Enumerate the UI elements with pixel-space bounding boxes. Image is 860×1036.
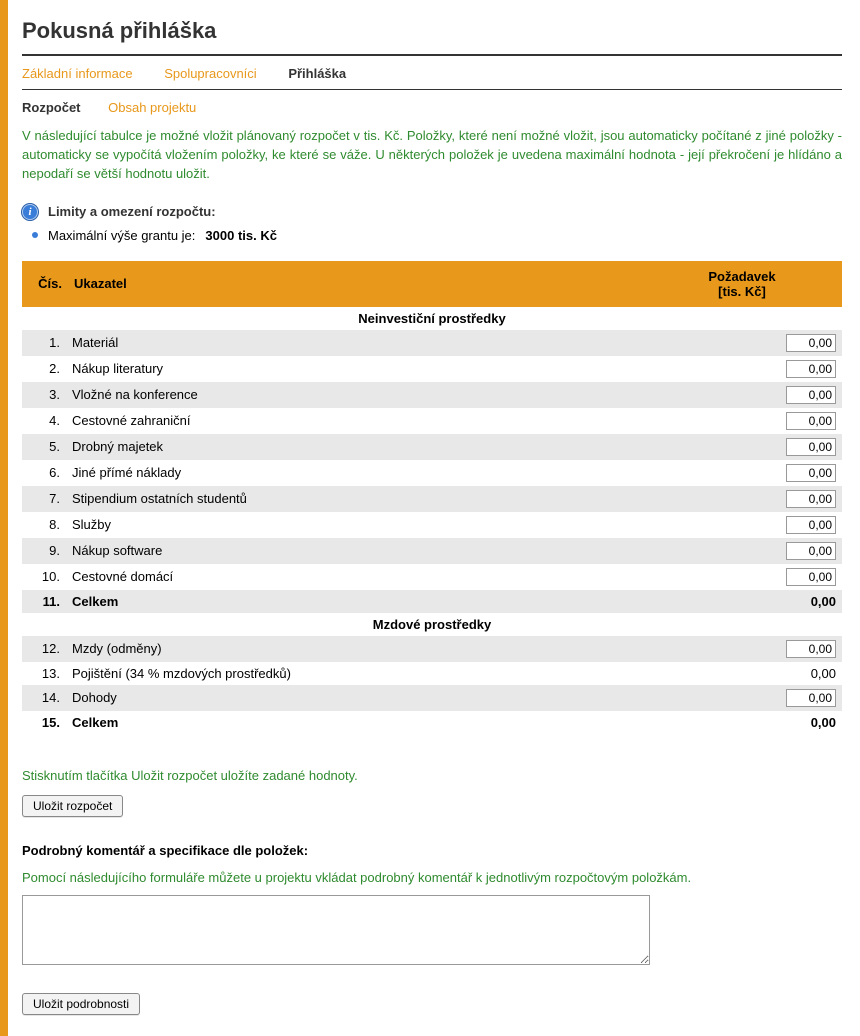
details-textarea[interactable] — [22, 895, 650, 965]
info-icon: i — [22, 204, 38, 220]
row-number: 6. — [22, 460, 66, 486]
row-label: Celkem — [66, 590, 642, 613]
page-title: Pokusná přihláška — [22, 18, 842, 44]
row-value-readonly: 0,00 — [642, 711, 842, 734]
row-number: 10. — [22, 564, 66, 590]
row-number: 8. — [22, 512, 66, 538]
budget-table: Čís. Ukazatel Požadavek [tis. Kč] Neinve… — [22, 261, 842, 734]
table-row: 10.Cestovné domácí — [22, 564, 842, 590]
row-label: Celkem — [66, 711, 642, 734]
row-value-input[interactable] — [786, 516, 836, 534]
row-value-input[interactable] — [786, 568, 836, 586]
col-header-value-l1: Požadavek — [708, 269, 775, 284]
row-number: 12. — [22, 636, 66, 662]
table-row: 6.Jiné přímé náklady — [22, 460, 842, 486]
limits-heading: i Limity a omezení rozpočtu: — [22, 204, 842, 220]
row-number: 9. — [22, 538, 66, 564]
row-number: 15. — [22, 711, 66, 734]
table-row: 9.Nákup software — [22, 538, 842, 564]
details-heading: Podrobný komentář a specifikace dle polo… — [22, 843, 842, 858]
row-value-readonly: 0,00 — [642, 662, 842, 685]
row-number: 2. — [22, 356, 66, 382]
row-label: Cestovné domácí — [66, 564, 642, 590]
row-value-input[interactable] — [786, 464, 836, 482]
limit-value: 3000 tis. Kč — [205, 228, 277, 243]
tab-basic-info[interactable]: Základní informace — [22, 66, 133, 81]
row-value-input[interactable] — [786, 689, 836, 707]
row-value-input[interactable] — [786, 334, 836, 352]
row-number: 7. — [22, 486, 66, 512]
col-header-indicator: Ukazatel — [66, 261, 642, 307]
row-label: Nákup software — [66, 538, 642, 564]
secondary-tabs: Rozpočet Obsah projektu — [22, 100, 842, 127]
col-header-number: Čís. — [22, 261, 66, 307]
col-header-value-l2: [tis. Kč] — [718, 284, 766, 299]
row-number: 4. — [22, 408, 66, 434]
table-row: 7.Stipendium ostatních studentů — [22, 486, 842, 512]
row-label: Jiné přímé náklady — [66, 460, 642, 486]
table-section-header: Neinvestiční prostředky — [22, 307, 842, 330]
subtab-project-content[interactable]: Obsah projektu — [108, 100, 196, 115]
row-value-input[interactable] — [786, 360, 836, 378]
primary-tabs: Základní informace Spolupracovníci Přihl… — [22, 62, 842, 89]
save-budget-button[interactable]: Uložit rozpočet — [22, 795, 123, 817]
row-label: Mzdy (odměny) — [66, 636, 642, 662]
table-row: 15.Celkem0,00 — [22, 711, 842, 734]
row-value-input[interactable] — [786, 542, 836, 560]
table-row: 1.Materiál — [22, 330, 842, 356]
table-row: 11.Celkem0,00 — [22, 590, 842, 613]
col-header-value: Požadavek [tis. Kč] — [642, 261, 842, 307]
row-label: Stipendium ostatních studentů — [66, 486, 642, 512]
details-hint: Pomocí následujícího formuláře můžete u … — [22, 870, 842, 885]
table-row: 8.Služby — [22, 512, 842, 538]
table-row: 13.Pojištění (34 % mzdových prostředků)0… — [22, 662, 842, 685]
row-label: Cestovné zahraniční — [66, 408, 642, 434]
subtab-budget[interactable]: Rozpočet — [22, 100, 81, 115]
row-number: 1. — [22, 330, 66, 356]
row-label: Materiál — [66, 330, 642, 356]
row-value-input[interactable] — [786, 412, 836, 430]
row-label: Služby — [66, 512, 642, 538]
limits-heading-text: Limity a omezení rozpočtu: — [48, 204, 216, 219]
save-details-button[interactable]: Uložit podrobnosti — [22, 993, 140, 1015]
table-row: 3.Vložné na konference — [22, 382, 842, 408]
table-row: 4.Cestovné zahraniční — [22, 408, 842, 434]
tab-application[interactable]: Přihláška — [288, 66, 346, 81]
table-row: 14.Dohody — [22, 685, 842, 711]
row-value-input[interactable] — [786, 490, 836, 508]
row-number: 13. — [22, 662, 66, 685]
divider — [22, 54, 842, 56]
row-number: 3. — [22, 382, 66, 408]
table-row: 2.Nákup literatury — [22, 356, 842, 382]
row-value-input[interactable] — [786, 640, 836, 658]
row-value-input[interactable] — [786, 438, 836, 456]
row-label: Nákup literatury — [66, 356, 642, 382]
row-number: 5. — [22, 434, 66, 460]
save-budget-hint: Stisknutím tlačítka Uložit rozpočet ulož… — [22, 768, 842, 783]
row-value-readonly: 0,00 — [642, 590, 842, 613]
limit-item: Maximální výše grantu je: 3000 tis. Kč — [32, 228, 842, 243]
row-number: 11. — [22, 590, 66, 613]
row-number: 14. — [22, 685, 66, 711]
intro-text: V následující tabulce je možné vložit pl… — [22, 127, 842, 184]
row-label: Vložné na konference — [66, 382, 642, 408]
table-section-header: Mzdové prostředky — [22, 613, 842, 636]
divider — [22, 89, 842, 90]
table-row: 12.Mzdy (odměny) — [22, 636, 842, 662]
table-row: 5.Drobný majetek — [22, 434, 842, 460]
limit-label: Maximální výše grantu je: — [48, 228, 195, 243]
tab-coworkers[interactable]: Spolupracovníci — [164, 66, 257, 81]
bullet-icon — [32, 232, 38, 238]
row-label: Drobný majetek — [66, 434, 642, 460]
row-label: Dohody — [66, 685, 642, 711]
row-label: Pojištění (34 % mzdových prostředků) — [66, 662, 642, 685]
row-value-input[interactable] — [786, 386, 836, 404]
